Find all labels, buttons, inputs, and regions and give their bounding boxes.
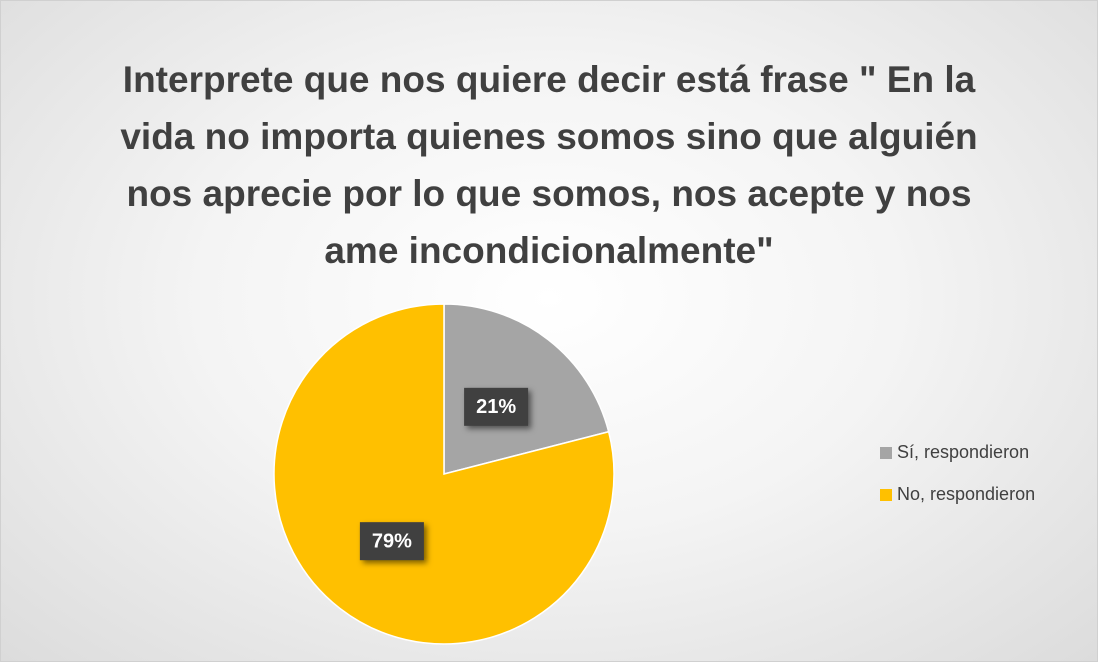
legend-swatch [880,489,892,501]
data-label: 79% [372,530,412,552]
data-label-box [359,522,424,561]
legend-label: No, respondieron [897,484,1035,504]
data-label: 21% [476,396,516,418]
pie-slice [273,303,615,645]
legend-swatch [880,447,892,459]
chart-title: Interprete que nos quiere decir está fra… [120,59,978,271]
legend-label: Sí, respondieron [897,442,1029,462]
data-label-box [464,387,529,426]
